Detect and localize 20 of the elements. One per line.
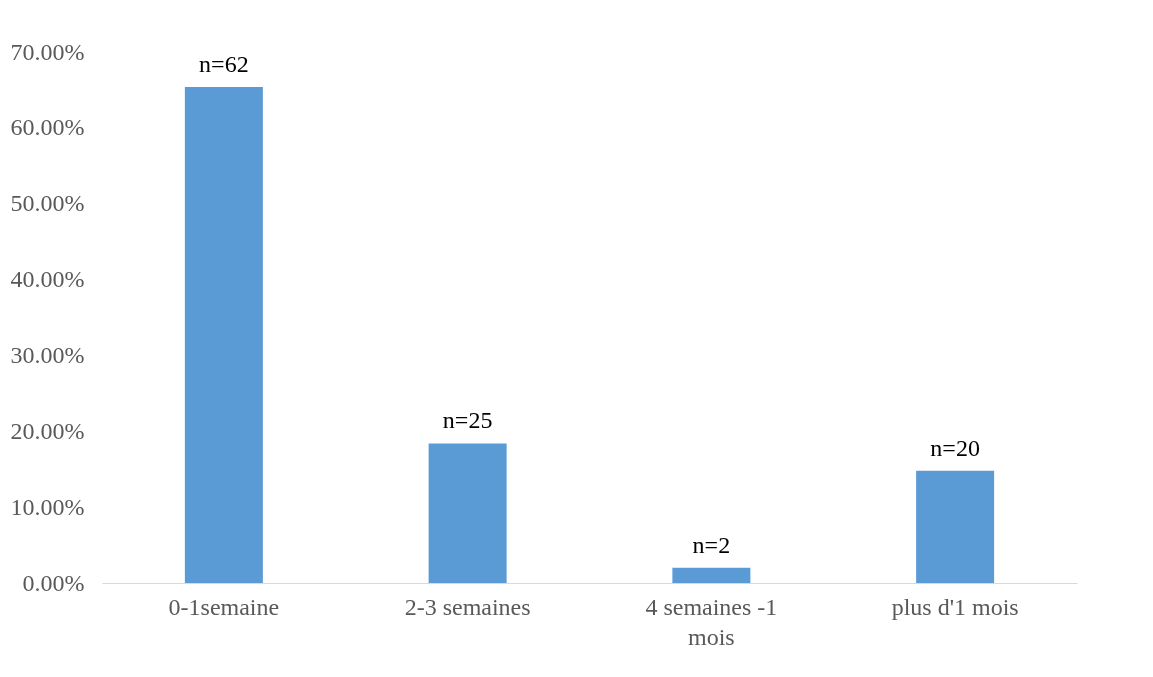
y-tick-label: 0.00% bbox=[22, 569, 85, 596]
bar bbox=[672, 567, 751, 583]
x-tick-label: plus d'1 mois bbox=[891, 593, 1019, 620]
annotation: n=25 bbox=[442, 407, 493, 434]
y-tick-label: 20.00% bbox=[10, 417, 85, 444]
annotation: n=62 bbox=[199, 50, 249, 77]
y-tick-label: 40.00% bbox=[10, 266, 85, 293]
bar bbox=[916, 470, 995, 583]
bar bbox=[184, 86, 263, 583]
y-tick-label: 10.00% bbox=[10, 493, 85, 520]
bar bbox=[428, 443, 507, 583]
y-tick-label: 60.00% bbox=[10, 114, 85, 141]
x-tick-label: 2-3 semaines bbox=[404, 593, 531, 620]
annotation: n=20 bbox=[930, 434, 980, 461]
x-tick-label: 4 semaines -1 mois bbox=[645, 593, 778, 650]
y-tick-label: 50.00% bbox=[10, 190, 85, 217]
y-tick-label: 30.00% bbox=[10, 341, 85, 368]
annotation: n=2 bbox=[692, 531, 731, 558]
x-tick-label: 0-1semaine bbox=[168, 593, 280, 620]
y-tick-label: 70.00% bbox=[10, 38, 85, 65]
